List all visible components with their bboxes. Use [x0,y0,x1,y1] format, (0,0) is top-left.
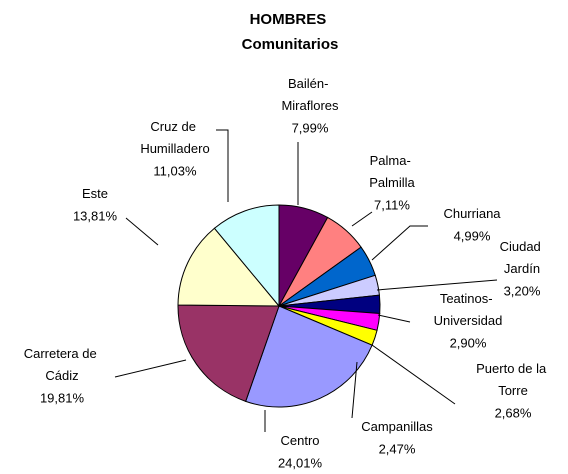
leader-line [377,314,411,323]
value-label: 11,03% [153,163,197,178]
slice-label: Teatinos- Universidad [434,291,503,328]
leader-line [376,279,498,291]
pie-slice [177,304,280,402]
slice-label: Cruz de Humilladero [140,119,209,156]
chart-title: HOMBRES Comunitarios [242,11,339,53]
value-label: 24,01% [278,455,323,470]
pie-slice [177,227,281,307]
slice-label: Bailén- Miraflores [281,76,339,113]
slice-label: Este [82,186,108,201]
slice-label: Centro [280,433,319,448]
leader-line [114,359,187,378]
slice-label: Churriana [443,206,501,221]
leader-line [216,129,229,202]
leader-line [371,344,456,405]
value-label: 19,81% [40,390,85,405]
slice-label: Puerto de la Torre [476,361,550,398]
value-label: 2,68% [495,405,532,420]
leader-line [125,217,159,246]
leader-line [351,211,373,227]
slice-label: Carretera de Cádiz [24,346,101,383]
value-label: 2,90% [450,335,487,350]
value-label: 4,99% [454,228,491,243]
slice-label: Campanillas [361,419,433,434]
slice-label: Ciudad Jardín [500,239,545,276]
value-label: 2,47% [379,441,416,456]
value-label: 13,81% [73,208,118,223]
value-label: 7,11% [374,197,410,212]
pie-slice [245,305,373,408]
leader-line [351,361,358,419]
slice-label: Palma- Palmilla [369,153,415,190]
leader-line [371,225,428,261]
value-label: 3,20% [504,283,541,298]
pie-slice [213,204,280,308]
value-label: 7,99% [292,120,329,135]
